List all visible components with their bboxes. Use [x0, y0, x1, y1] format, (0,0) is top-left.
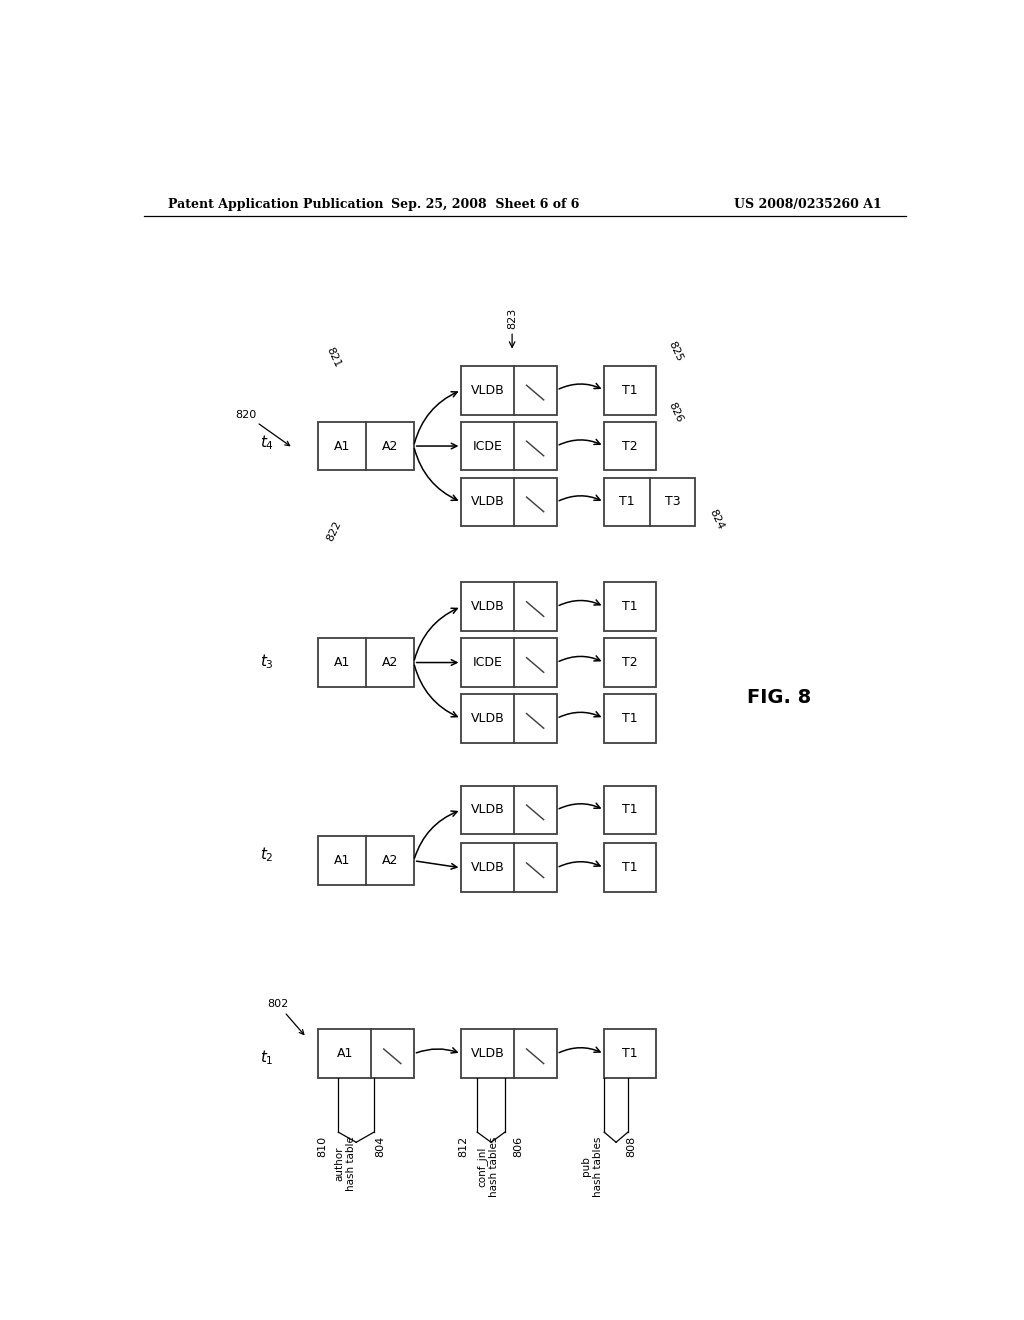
Bar: [604, 843, 655, 892]
Text: T2: T2: [623, 440, 638, 453]
Bar: [461, 421, 557, 470]
Text: A1: A1: [334, 854, 350, 867]
Bar: [461, 1030, 557, 1078]
Text: VLDB: VLDB: [471, 495, 505, 508]
Bar: [461, 582, 557, 631]
Text: 823: 823: [507, 308, 517, 329]
Text: $t_1$: $t_1$: [260, 1048, 273, 1068]
Text: 826: 826: [666, 401, 684, 424]
Bar: [461, 478, 557, 527]
Text: A2: A2: [382, 440, 398, 453]
Bar: [318, 1030, 414, 1078]
Bar: [318, 638, 414, 686]
Text: VLDB: VLDB: [471, 601, 505, 612]
Bar: [604, 1030, 655, 1078]
Text: 825: 825: [666, 339, 684, 363]
Text: conf_jnl
hash tables: conf_jnl hash tables: [476, 1137, 499, 1196]
Text: $t_3$: $t_3$: [260, 652, 273, 671]
Text: VLDB: VLDB: [471, 384, 505, 396]
Bar: [318, 837, 414, 886]
Text: T1: T1: [623, 711, 638, 725]
Bar: [604, 785, 655, 834]
Bar: [604, 638, 655, 686]
Bar: [318, 421, 414, 470]
Text: T1: T1: [623, 804, 638, 816]
Bar: [604, 366, 655, 414]
Text: ICDE: ICDE: [472, 440, 503, 453]
Text: $t_2$: $t_2$: [260, 845, 273, 865]
Text: A1: A1: [334, 656, 350, 669]
Text: 806: 806: [513, 1137, 523, 1158]
Text: T1: T1: [623, 601, 638, 612]
Text: author
hash table: author hash table: [335, 1137, 356, 1191]
Text: 808: 808: [626, 1137, 636, 1158]
Text: 821: 821: [325, 346, 343, 368]
Text: VLDB: VLDB: [471, 862, 505, 874]
Bar: [461, 638, 557, 686]
Bar: [604, 421, 655, 470]
Text: T1: T1: [623, 862, 638, 874]
Bar: [461, 366, 557, 414]
Text: A2: A2: [382, 656, 398, 669]
Text: US 2008/0235260 A1: US 2008/0235260 A1: [734, 198, 882, 211]
Text: 822: 822: [325, 519, 343, 543]
Text: 820: 820: [236, 409, 290, 446]
Text: Sep. 25, 2008  Sheet 6 of 6: Sep. 25, 2008 Sheet 6 of 6: [391, 198, 580, 211]
Text: 810: 810: [317, 1137, 328, 1158]
Text: VLDB: VLDB: [471, 804, 505, 816]
Text: A1: A1: [337, 1047, 353, 1060]
Text: T1: T1: [623, 384, 638, 396]
Text: 802: 802: [267, 999, 304, 1035]
Bar: [604, 478, 695, 527]
Text: VLDB: VLDB: [471, 1047, 505, 1060]
Text: A1: A1: [334, 440, 350, 453]
Bar: [461, 785, 557, 834]
Text: Patent Application Publication: Patent Application Publication: [168, 198, 383, 211]
Bar: [604, 582, 655, 631]
Bar: [604, 694, 655, 743]
Bar: [461, 843, 557, 892]
Text: 812: 812: [459, 1137, 469, 1158]
Text: 824: 824: [708, 507, 725, 531]
Text: $t_4$: $t_4$: [260, 434, 274, 453]
Bar: [461, 694, 557, 743]
Text: T3: T3: [665, 495, 680, 508]
Text: pub
hash tables: pub hash tables: [582, 1137, 603, 1196]
Text: FIG. 8: FIG. 8: [746, 688, 811, 706]
Text: VLDB: VLDB: [471, 711, 505, 725]
Text: T2: T2: [623, 656, 638, 669]
Text: A2: A2: [382, 854, 398, 867]
Text: ICDE: ICDE: [472, 656, 503, 669]
Text: T1: T1: [623, 1047, 638, 1060]
Text: 804: 804: [376, 1137, 385, 1158]
Text: T1: T1: [620, 495, 635, 508]
